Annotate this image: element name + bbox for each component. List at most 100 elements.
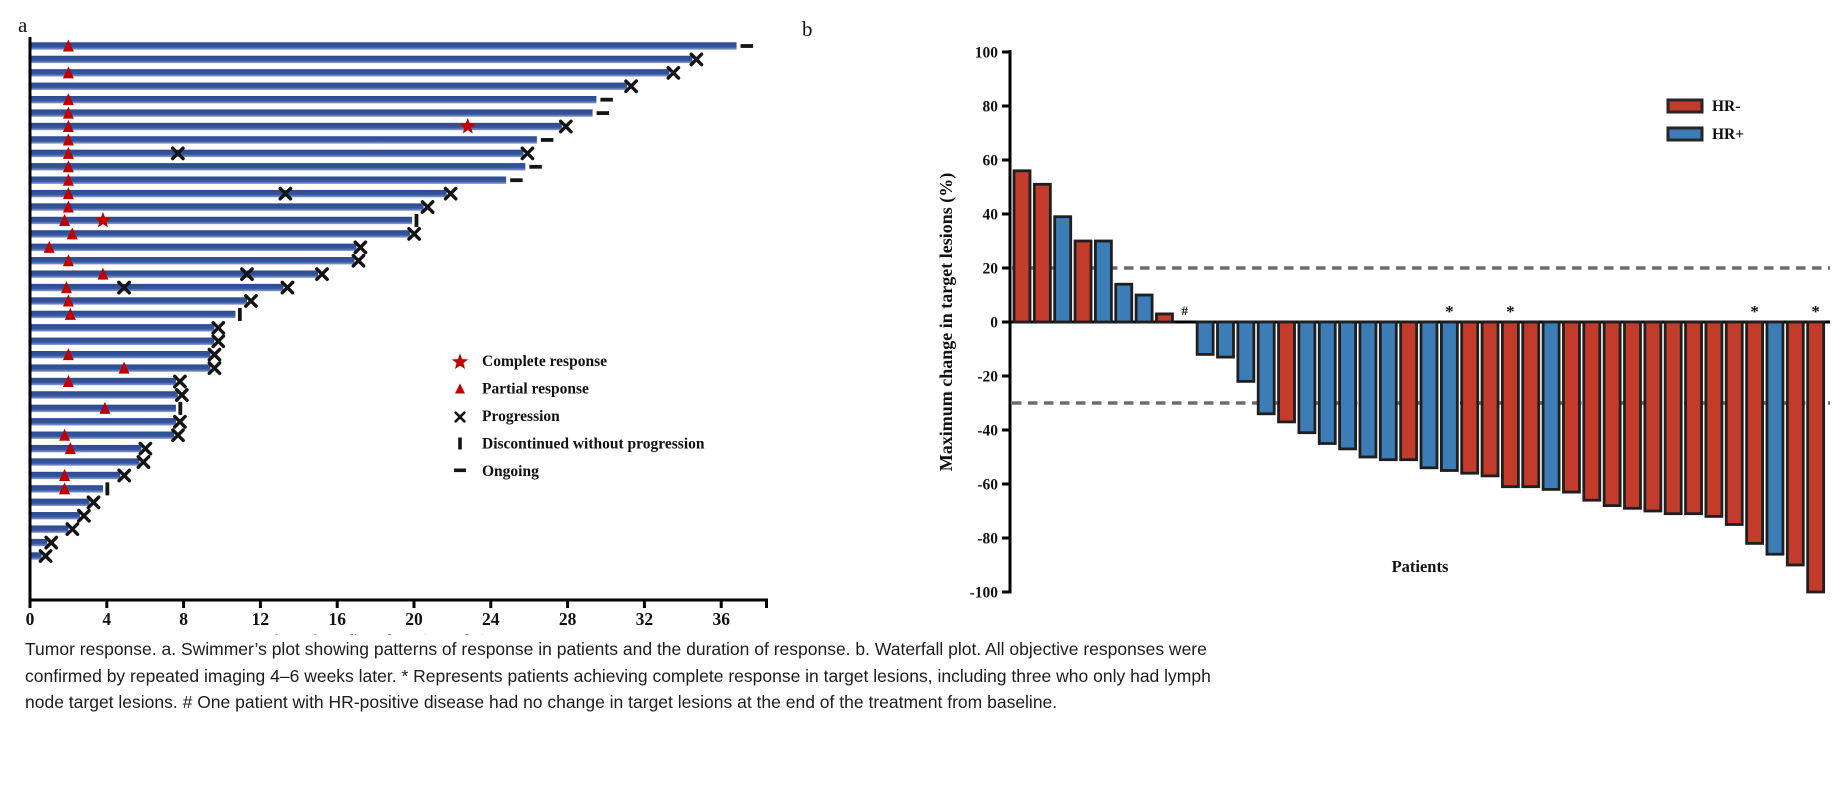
swimmer-bar: [31, 391, 178, 399]
waterfall-bar: [1297, 320, 1317, 435]
complete-response-asterisk: *: [1445, 302, 1454, 321]
legend-label: Partial response: [482, 381, 589, 398]
y-tick-label: -80: [977, 531, 998, 548]
y-tick-label: 20: [983, 261, 999, 278]
swimmer-plot: a 0 4 8 12 16 20 24 28 32 36 Time since first dose …: [18, 13, 768, 635]
discontinued-marker: [105, 482, 110, 496]
swimmer-bar: [31, 109, 593, 117]
progression-end-marker: [420, 200, 435, 214]
x-stroke: [624, 79, 639, 94]
progression-end-marker: [86, 495, 101, 510]
partial-response-marker: [62, 39, 74, 52]
x-stroke: [353, 240, 368, 255]
progression-end-marker: [136, 455, 151, 469]
swimmer-bar: [31, 538, 48, 547]
swimmer-bar: [31, 552, 42, 560]
swimmer-bar: [31, 69, 670, 77]
x-stroke: [666, 65, 681, 80]
waterfall-bar: [1053, 215, 1073, 324]
y-tick-label: 40: [983, 207, 999, 224]
x-stroke: [454, 411, 466, 423]
waterfall-plot: b 100 80 60 40 20 0 -20 -40 -60 -80 -100 Maximum cha…: [802, 17, 1830, 602]
partial-response-marker: [118, 361, 130, 374]
swimmer-bar: [31, 243, 357, 252]
partial-response-marker: [62, 348, 74, 361]
x-stroke: [86, 495, 101, 510]
waterfall-bar: [1785, 320, 1805, 567]
legend-swatch-HR-: [1666, 98, 1704, 114]
swimmer-bar: [31, 431, 174, 439]
waterfall-bar: [1277, 320, 1296, 424]
progression-marker: [117, 280, 131, 295]
x-stroke: [315, 267, 329, 282]
swimmer-bar: [31, 377, 176, 386]
progression-marker: [278, 186, 293, 201]
partial-response-marker: [59, 468, 71, 481]
waterfall-bar: [1562, 320, 1581, 494]
x-tick-label: 32: [636, 609, 654, 629]
x-stroke: [171, 428, 185, 443]
x-tick-label: 20: [405, 609, 423, 629]
x-stroke: [443, 186, 458, 201]
x-stroke: [211, 334, 226, 349]
swimmer-bar: [31, 95, 597, 104]
partial-response-marker: [99, 401, 111, 414]
swimmer-bar: [31, 163, 526, 171]
partial-response-marker: [62, 294, 74, 307]
x-stroke: [173, 414, 187, 429]
x-tick-label: 36: [712, 609, 730, 629]
discontinued-marker: [178, 401, 183, 415]
swimmer-bar: [31, 189, 447, 198]
x-stroke: [38, 549, 53, 563]
figure-caption: Tumor response. a. Swimmer’s plot showin…: [25, 636, 1820, 716]
y-tick-label: -60: [977, 477, 998, 494]
partial-response-marker: [43, 240, 55, 253]
x-stroke: [44, 535, 59, 550]
complete-response-asterisk: *: [1750, 302, 1759, 321]
legend-label: Progression: [482, 408, 560, 425]
progression-end-marker: [207, 361, 222, 376]
legend-label: Ongoing: [482, 463, 539, 480]
partial-response-marker: [62, 120, 74, 133]
y-tick-label: 80: [983, 99, 999, 116]
x-stroke: [520, 146, 535, 161]
waterfall-bar: [1602, 320, 1622, 508]
swimmer-bar: [31, 337, 215, 345]
waterfall-bar: [1338, 320, 1357, 451]
caption-line-1: Tumor response. a. Swimmer’s plot showin…: [25, 639, 1207, 659]
x-axis-title: Time since first dose (months): [263, 631, 487, 635]
waterfall-bar: [1521, 320, 1541, 489]
legend-x-icon: [454, 411, 466, 423]
waterfall-bar: [1704, 320, 1724, 518]
partial-response-marker: [62, 93, 74, 106]
legend-triangle-icon: [455, 383, 465, 394]
progression-end-marker: [173, 374, 187, 389]
waterfall-bar: [1317, 320, 1337, 445]
x-tick-label: 12: [252, 609, 270, 629]
legend-vbar-icon: [458, 437, 462, 450]
progression-end-marker: [171, 428, 185, 443]
progression-end-marker: [211, 334, 226, 349]
swimmer-bar: [31, 122, 562, 131]
partial-response-marker: [62, 106, 74, 119]
x-tick-label: 24: [482, 609, 500, 629]
swimmer-bar: [31, 270, 318, 278]
panel-a-label: a: [18, 13, 28, 37]
progression-end-marker: [689, 52, 704, 67]
complete-response-marker: [94, 211, 112, 228]
swimmer-bar: [31, 203, 424, 211]
waterfall-bar: [1623, 320, 1642, 510]
partial-response-marker: [62, 66, 74, 79]
progression-end-marker: [173, 414, 187, 429]
x-stroke: [170, 146, 185, 161]
swimmer-bar: [31, 324, 215, 332]
caption-line-2: confirmed by repeated imaging 4–6 weeks …: [25, 665, 1211, 686]
waterfall-bar: [1582, 320, 1602, 502]
legend-label: Complete response: [482, 353, 607, 370]
legend-label: HR-: [1712, 98, 1740, 115]
waterfall-bar: [1093, 239, 1113, 324]
waterfall-bar: [1134, 293, 1154, 324]
ongoing-marker: [596, 111, 610, 116]
swimmer-bar: [31, 230, 411, 238]
progression-end-marker: [280, 280, 295, 295]
